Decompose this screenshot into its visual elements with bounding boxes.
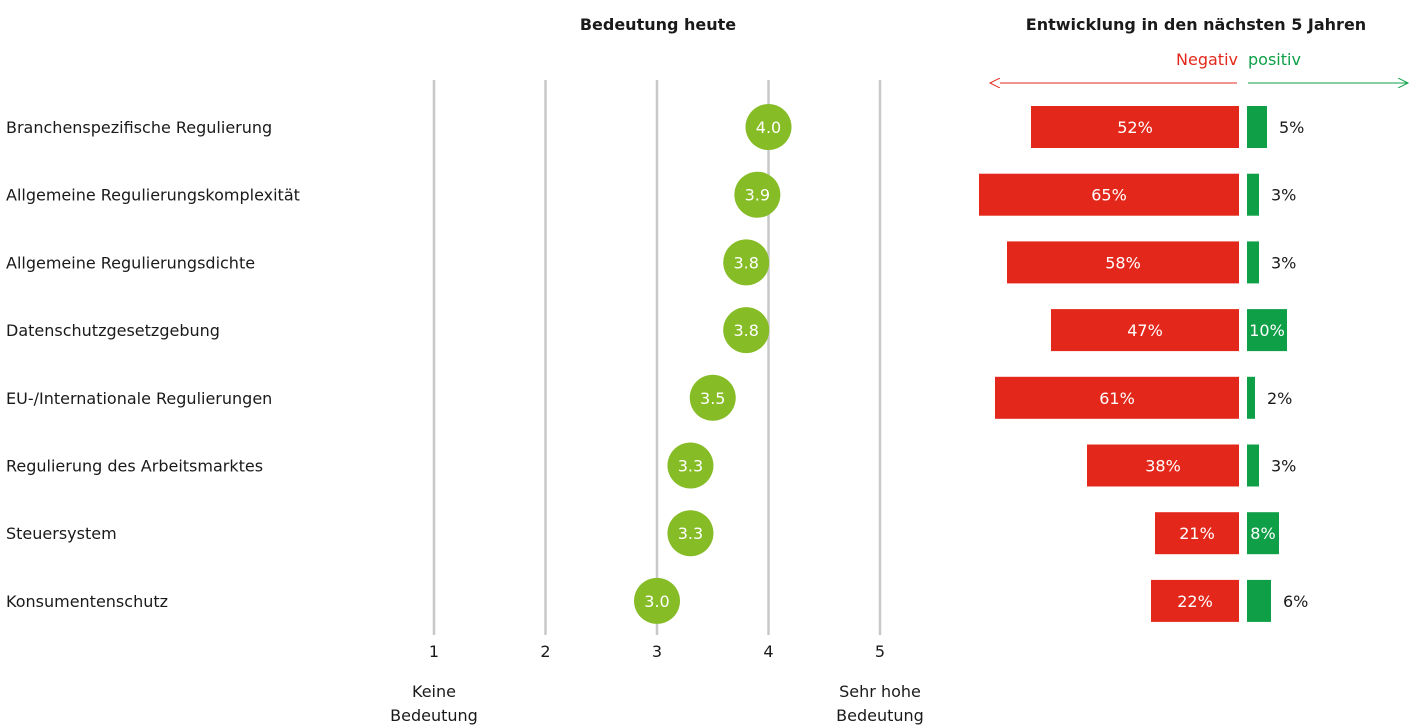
negative-bar-label: 22% [1177, 592, 1213, 611]
positive-bar [1247, 512, 1279, 555]
positive-bar-label: 6% [1283, 592, 1308, 611]
importance-dot [667, 510, 714, 557]
importance-dot [723, 239, 770, 286]
positive-legend-label: positiv [1248, 50, 1301, 69]
importance-dot-label: 3.3 [678, 524, 703, 543]
negative-bar [995, 376, 1239, 419]
importance-dot-label: 3.9 [745, 186, 770, 205]
category-label: Steuersystem [6, 524, 117, 543]
negative-bar-label: 65% [1091, 186, 1127, 205]
importance-dot-label: 3.0 [644, 592, 669, 611]
negative-bar-label: 58% [1105, 253, 1141, 272]
negative-bar-label: 52% [1117, 118, 1153, 137]
category-labels: Branchenspezifische Regulierung Allgemein… [6, 118, 300, 611]
importance-dot [667, 442, 714, 489]
importance-dot-label: 3.8 [733, 321, 758, 340]
importance-dot-label: 3.8 [733, 253, 758, 272]
importance-dots: 4.0 3.9 3.8 3.8 3.5 3.3 3.3 3.0 [634, 104, 792, 624]
x-axis-high-label-line1: Sehr hohe [839, 682, 921, 701]
negative-bar [1007, 241, 1239, 284]
x-tick-label: 2 [540, 642, 550, 661]
importance-dot [745, 104, 792, 150]
negative-bar [1051, 309, 1239, 352]
chart-title-right: Entwicklung in den nächsten 5 Jahren [1026, 15, 1366, 34]
positive-bar [1247, 579, 1271, 622]
negative-bar-label: 38% [1145, 457, 1181, 476]
negative-bar [1087, 444, 1239, 487]
negative-bar-label: 61% [1099, 389, 1135, 408]
positive-bar-label: 5% [1279, 118, 1304, 137]
category-label: Allgemeine Regulierungsdichte [6, 253, 255, 272]
positive-bar [1247, 241, 1259, 284]
importance-dot [689, 374, 736, 421]
positive-bar [1247, 173, 1259, 216]
negative-legend-label: Negativ [1176, 50, 1238, 69]
importance-dot [634, 577, 680, 624]
x-axis-low-label-line2: Bedeutung [390, 706, 478, 725]
x-tick-label: 4 [763, 642, 773, 661]
positive-bar-label: 2% [1267, 389, 1292, 408]
category-label: Konsumentenschutz [6, 592, 168, 611]
positive-bar [1247, 106, 1267, 148]
development-bars: 52% 5% 65% 3% 58% 3% 47% 10% 61% 2% 38% 3% 21% 8% 22% 6… [979, 106, 1308, 622]
chart-title-left: Bedeutung heute [580, 15, 736, 34]
negative-bar-label: 47% [1127, 321, 1163, 340]
x-tick-label: 3 [652, 642, 662, 661]
negative-bar [1155, 512, 1239, 555]
x-tick-label: 1 [429, 642, 439, 661]
positive-bar-label: 8% [1250, 524, 1275, 543]
positive-bar [1247, 444, 1259, 487]
importance-dot-label: 3.3 [678, 457, 703, 476]
negative-bar-label: 21% [1179, 524, 1215, 543]
positive-bar-label: 3% [1271, 186, 1296, 205]
category-label: EU-/Internationale Regulierungen [6, 389, 272, 408]
importance-dot-label: 4.0 [756, 118, 781, 137]
importance-dot-label: 3.5 [700, 389, 725, 408]
category-label: Regulierung des Arbeitsmarktes [6, 457, 263, 476]
positive-bar [1247, 376, 1255, 419]
negative-bar [1151, 579, 1239, 622]
positive-bar-label: 3% [1271, 457, 1296, 476]
importance-dot [734, 171, 781, 218]
importance-dot [723, 307, 770, 354]
negative-bar [1031, 106, 1239, 148]
x-tick-labels: 1 2 3 4 5 [429, 642, 885, 661]
negative-bar [979, 173, 1239, 216]
x-axis-low-label-line1: Keine [412, 682, 456, 701]
x-axis-high-label-line2: Bedeutung [836, 706, 924, 725]
x-tick-label: 5 [875, 642, 885, 661]
category-label: Allgemeine Regulierungskomplexität [6, 186, 300, 205]
positive-bar-label: 3% [1271, 253, 1296, 272]
positive-bar-label: 10% [1249, 321, 1285, 340]
positive-bar [1247, 309, 1287, 352]
category-label: Datenschutzgesetzgebung [6, 321, 220, 340]
gridlines [432, 80, 882, 635]
category-label: Branchenspezifische Regulierung [6, 118, 272, 137]
